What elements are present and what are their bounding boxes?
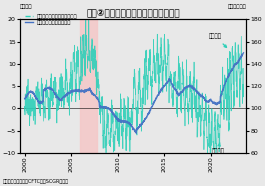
Bar — [81, 19, 97, 153]
Text: 買い越し: 買い越し — [212, 143, 225, 154]
Text: 売り越し: 売り越し — [209, 34, 227, 47]
Text: （出所：日本銀行、CFTCよりSCGR作成）: （出所：日本銀行、CFTCよりSCGR作成） — [3, 179, 69, 184]
Legend: 投機筋（非商業部門・差引）, 対ドルの円相場（右軸）: 投機筋（非商業部門・差引）, 対ドルの円相場（右軸） — [25, 14, 78, 25]
Title: 図表②　投機筋のポジションと円相場: 図表② 投機筋のポジションと円相場 — [86, 9, 180, 18]
Text: （万枚）: （万枚） — [20, 4, 32, 9]
Text: （円／ドル）: （円／ドル） — [228, 4, 246, 9]
